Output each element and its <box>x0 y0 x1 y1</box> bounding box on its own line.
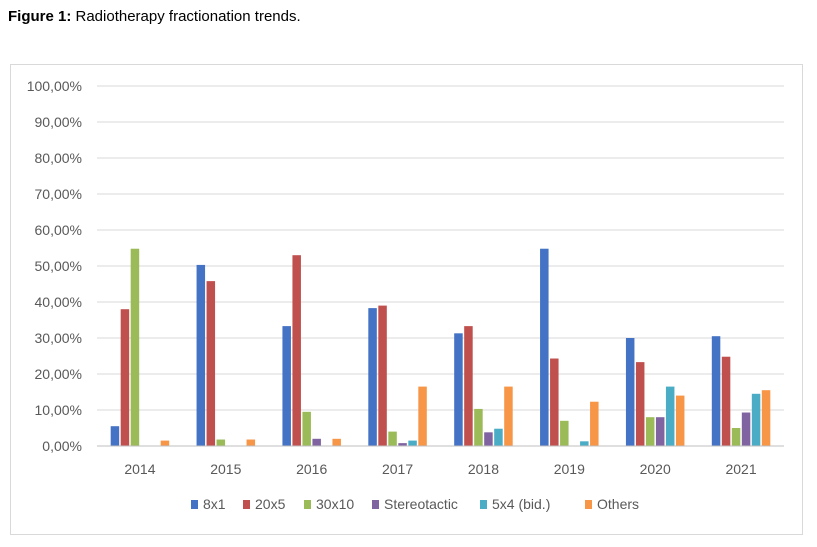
bar-chart: 0,00% 10,00% 20,00% 30,00% 40,00% 50,00% 60,00… <box>27 78 784 512</box>
figure-caption-text: Radiotherapy fractionation trends. <box>71 8 301 25</box>
bar-others-2016 <box>332 438 341 446</box>
legend-swatch <box>191 500 198 509</box>
y-tick-label: 90,00% <box>35 114 82 130</box>
bar-5x4-bid-2017 <box>408 440 417 446</box>
bar-20x5-2021 <box>721 356 731 446</box>
legend-swatch <box>585 500 592 509</box>
legend-swatch <box>243 500 250 509</box>
bar-5x4-bid-2021 <box>751 393 761 446</box>
bar-30x10-2019 <box>560 420 569 446</box>
bar-30x10-2015 <box>216 439 226 446</box>
bar-8x1-2016 <box>282 326 291 446</box>
y-tick-label: 70,00% <box>35 186 82 202</box>
bar-stereotactic-2018 <box>484 432 493 446</box>
bar-8x1-2019 <box>540 248 549 446</box>
bar-30x10-2016 <box>302 411 311 446</box>
x-tick-label: 2015 <box>210 461 241 477</box>
y-tick-label: 60,00% <box>35 222 82 238</box>
y-tick-label: 0,00% <box>42 438 82 454</box>
bar-stereotactic-2016 <box>312 438 321 446</box>
legend: 8x1 20x5 30x10 Stereotactic 5x4 (bid.) Others <box>191 496 639 512</box>
legend-label: 30x10 <box>316 496 354 512</box>
x-tick-label: 2016 <box>296 461 327 477</box>
bar-20x5-2020 <box>635 362 645 446</box>
y-axis-ticks: 0,00% 10,00% 20,00% 30,00% 40,00% 50,00% 60,00… <box>27 78 82 454</box>
bar-8x1-2014 <box>110 426 120 446</box>
bar-30x10-2018 <box>474 408 483 446</box>
chart-frame: 0,00% 10,00% 20,00% 30,00% 40,00% 50,00% 60,00… <box>10 64 803 535</box>
x-tick-label: 2018 <box>468 461 499 477</box>
y-tick-label: 30,00% <box>35 330 82 346</box>
bar-20x5-2019 <box>550 358 559 446</box>
x-tick-label: 2020 <box>640 461 671 477</box>
bar-20x5-2017 <box>378 305 387 446</box>
bar-30x10-2021 <box>731 428 741 446</box>
bar-20x5-2014 <box>120 309 130 446</box>
bar-8x1-2021 <box>711 336 721 446</box>
bar-5x4-bid-2018 <box>494 428 503 446</box>
y-tick-label: 20,00% <box>35 366 82 382</box>
legend-label: 20x5 <box>255 496 286 512</box>
y-tick-label: 80,00% <box>35 150 82 166</box>
bar-30x10-2017 <box>388 431 397 446</box>
bar-30x10-2014 <box>130 248 140 446</box>
y-tick-label: 40,00% <box>35 294 82 310</box>
bars <box>110 248 771 446</box>
figure-caption-lead: Figure 1: <box>8 8 72 25</box>
x-tick-label: 2014 <box>124 461 155 477</box>
legend-label: 5x4 (bid.) <box>492 496 550 512</box>
legend-swatch <box>304 500 311 509</box>
bar-8x1-2018 <box>454 333 463 446</box>
bar-5x4-bid-2020 <box>665 386 675 446</box>
x-axis-ticks: 2014 2015 2016 2017 2018 2019 2020 2021 <box>124 461 756 477</box>
figure-caption: Figure 1: Radiotherapy fractionation tre… <box>8 8 301 25</box>
bar-20x5-2016 <box>292 255 301 446</box>
legend-label: Others <box>597 496 639 512</box>
bar-others-2020 <box>675 395 685 446</box>
bar-others-2019 <box>590 401 599 446</box>
x-tick-label: 2021 <box>725 461 756 477</box>
bar-5x4-bid-2019 <box>580 441 589 446</box>
legend-swatch <box>480 500 487 509</box>
bar-8x1-2015 <box>196 264 206 446</box>
bar-others-2014 <box>160 440 170 446</box>
bar-20x5-2018 <box>464 326 473 446</box>
bar-stereotactic-2020 <box>655 417 665 446</box>
bar-30x10-2020 <box>645 417 655 446</box>
y-tick-label: 50,00% <box>35 258 82 274</box>
bar-others-2018 <box>504 386 513 446</box>
x-tick-label: 2019 <box>554 461 585 477</box>
bar-others-2017 <box>418 386 427 446</box>
bar-others-2021 <box>761 390 771 446</box>
bar-20x5-2015 <box>206 281 216 446</box>
bar-8x1-2017 <box>368 308 377 446</box>
bar-others-2015 <box>246 439 256 446</box>
legend-label: 8x1 <box>203 496 226 512</box>
legend-swatch <box>372 500 379 509</box>
legend-label: Stereotactic <box>384 496 458 512</box>
bar-8x1-2020 <box>625 338 635 446</box>
bar-stereotactic-2021 <box>741 412 751 446</box>
y-tick-label: 100,00% <box>27 78 82 94</box>
x-tick-label: 2017 <box>382 461 413 477</box>
bar-stereotactic-2017 <box>398 443 407 446</box>
y-tick-label: 10,00% <box>35 402 82 418</box>
